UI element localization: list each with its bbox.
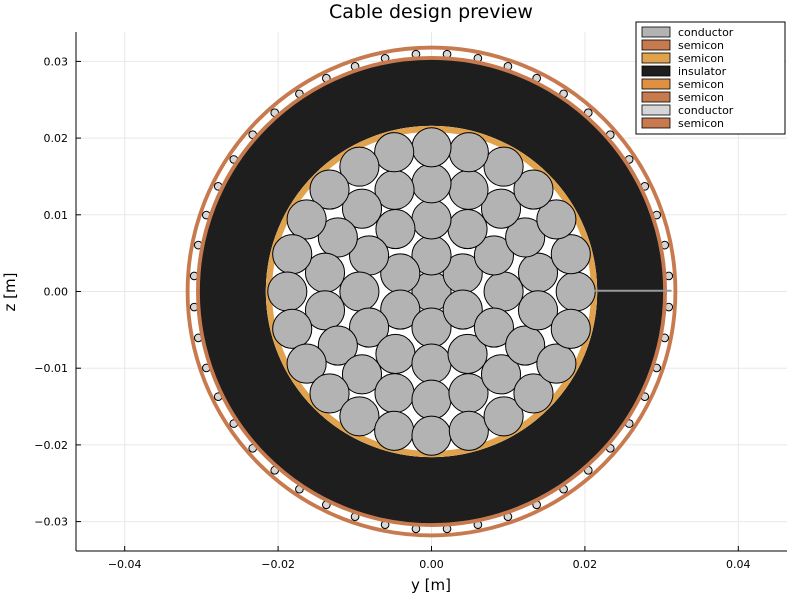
core-wire bbox=[411, 127, 452, 168]
core-wire bbox=[411, 415, 452, 456]
legend: conductorsemiconsemiconinsulatorsemicons… bbox=[635, 21, 786, 135]
core-wire bbox=[309, 373, 350, 414]
legend-swatch bbox=[641, 52, 671, 64]
core-wire bbox=[483, 396, 524, 437]
legend-entry-label: insulator bbox=[678, 65, 727, 78]
core-wire bbox=[411, 379, 452, 420]
core-wire bbox=[317, 325, 358, 366]
axes bbox=[75, 32, 787, 552]
core-wire bbox=[304, 290, 346, 331]
legend-swatch bbox=[641, 104, 671, 116]
legend-entry-label: semicon bbox=[678, 39, 724, 52]
core-wire bbox=[505, 217, 546, 258]
core-wire bbox=[286, 199, 327, 240]
core-wire bbox=[448, 169, 489, 210]
core-wire bbox=[267, 271, 308, 312]
legend-entry-label: semicon bbox=[678, 78, 724, 91]
legend-swatch bbox=[641, 65, 671, 77]
core-wire bbox=[483, 271, 524, 312]
y-axis-label: z [m] bbox=[1, 273, 19, 312]
core-wire bbox=[339, 146, 380, 187]
x-tick-label: 0.00 bbox=[419, 558, 444, 571]
core-wire bbox=[375, 333, 416, 374]
y-tick-label: 0.03 bbox=[44, 55, 69, 68]
legend-swatch bbox=[641, 78, 671, 90]
core-wire bbox=[513, 169, 554, 210]
y-tick-label: 0.00 bbox=[44, 286, 69, 299]
x-tick-label: −0.02 bbox=[261, 558, 295, 571]
core-wire bbox=[505, 325, 546, 366]
core-wire bbox=[483, 146, 524, 187]
core-wire bbox=[473, 235, 514, 276]
core-wire bbox=[341, 188, 383, 229]
legend-entry-label: conductor bbox=[678, 26, 734, 39]
core-wire bbox=[550, 308, 591, 349]
chart-title: Cable design preview bbox=[329, 1, 533, 23]
core-wire bbox=[341, 354, 383, 395]
legend-swatch bbox=[641, 117, 671, 129]
core-wire bbox=[339, 271, 380, 312]
core-wire bbox=[550, 234, 591, 275]
core-wire bbox=[349, 307, 390, 348]
y-tick-label: 0.01 bbox=[44, 209, 69, 222]
legend-entry-label: conductor bbox=[678, 104, 734, 117]
core-wire bbox=[480, 354, 522, 395]
core-wire bbox=[380, 289, 421, 330]
tick-labels: −0.04 −0.02 0.00 0.02 0.04 −0.03 −0.02 −0.01 0.0… bbox=[34, 55, 750, 571]
x-axis-label: y [m] bbox=[411, 576, 451, 594]
core-wire bbox=[339, 396, 380, 437]
plot-area bbox=[185, 45, 678, 538]
core-wire bbox=[473, 307, 514, 348]
core-wire bbox=[517, 290, 559, 331]
core-wire bbox=[272, 234, 313, 275]
y-tick-label: −0.02 bbox=[34, 439, 68, 452]
legend-swatch bbox=[641, 91, 671, 103]
legend-entry-label: semicon bbox=[678, 52, 724, 65]
core-wire bbox=[448, 410, 489, 451]
legend-swatch bbox=[641, 39, 671, 51]
core-wire bbox=[442, 289, 483, 330]
y-tick-label: 0.02 bbox=[44, 132, 69, 145]
core-wire bbox=[374, 373, 415, 414]
legend-swatch bbox=[641, 26, 671, 38]
core-wire bbox=[272, 308, 313, 349]
core-wire bbox=[555, 271, 596, 312]
core-wire bbox=[480, 188, 522, 229]
core-wire bbox=[317, 217, 358, 258]
x-tick-label: 0.02 bbox=[573, 558, 598, 571]
legend-entry-label: semicon bbox=[678, 117, 724, 130]
core-wire bbox=[536, 199, 577, 240]
core-wire bbox=[448, 132, 489, 173]
x-tick-label: 0.04 bbox=[726, 558, 751, 571]
core-wire bbox=[447, 209, 488, 250]
y-tick-label: −0.03 bbox=[34, 516, 68, 529]
outer-semicon-ring bbox=[185, 45, 678, 538]
core-wire bbox=[374, 132, 415, 173]
core-wire bbox=[309, 169, 350, 210]
core-wire bbox=[286, 343, 327, 384]
core-wire bbox=[411, 343, 452, 384]
core-wire bbox=[411, 199, 452, 240]
core-wire bbox=[374, 410, 415, 451]
core-wire bbox=[536, 343, 577, 384]
legend-entry-label: semicon bbox=[678, 91, 724, 104]
core-wire bbox=[513, 373, 554, 414]
y-tick-label: −0.01 bbox=[34, 362, 68, 375]
core-wire bbox=[411, 163, 452, 204]
x-tick-label: −0.04 bbox=[108, 558, 142, 571]
